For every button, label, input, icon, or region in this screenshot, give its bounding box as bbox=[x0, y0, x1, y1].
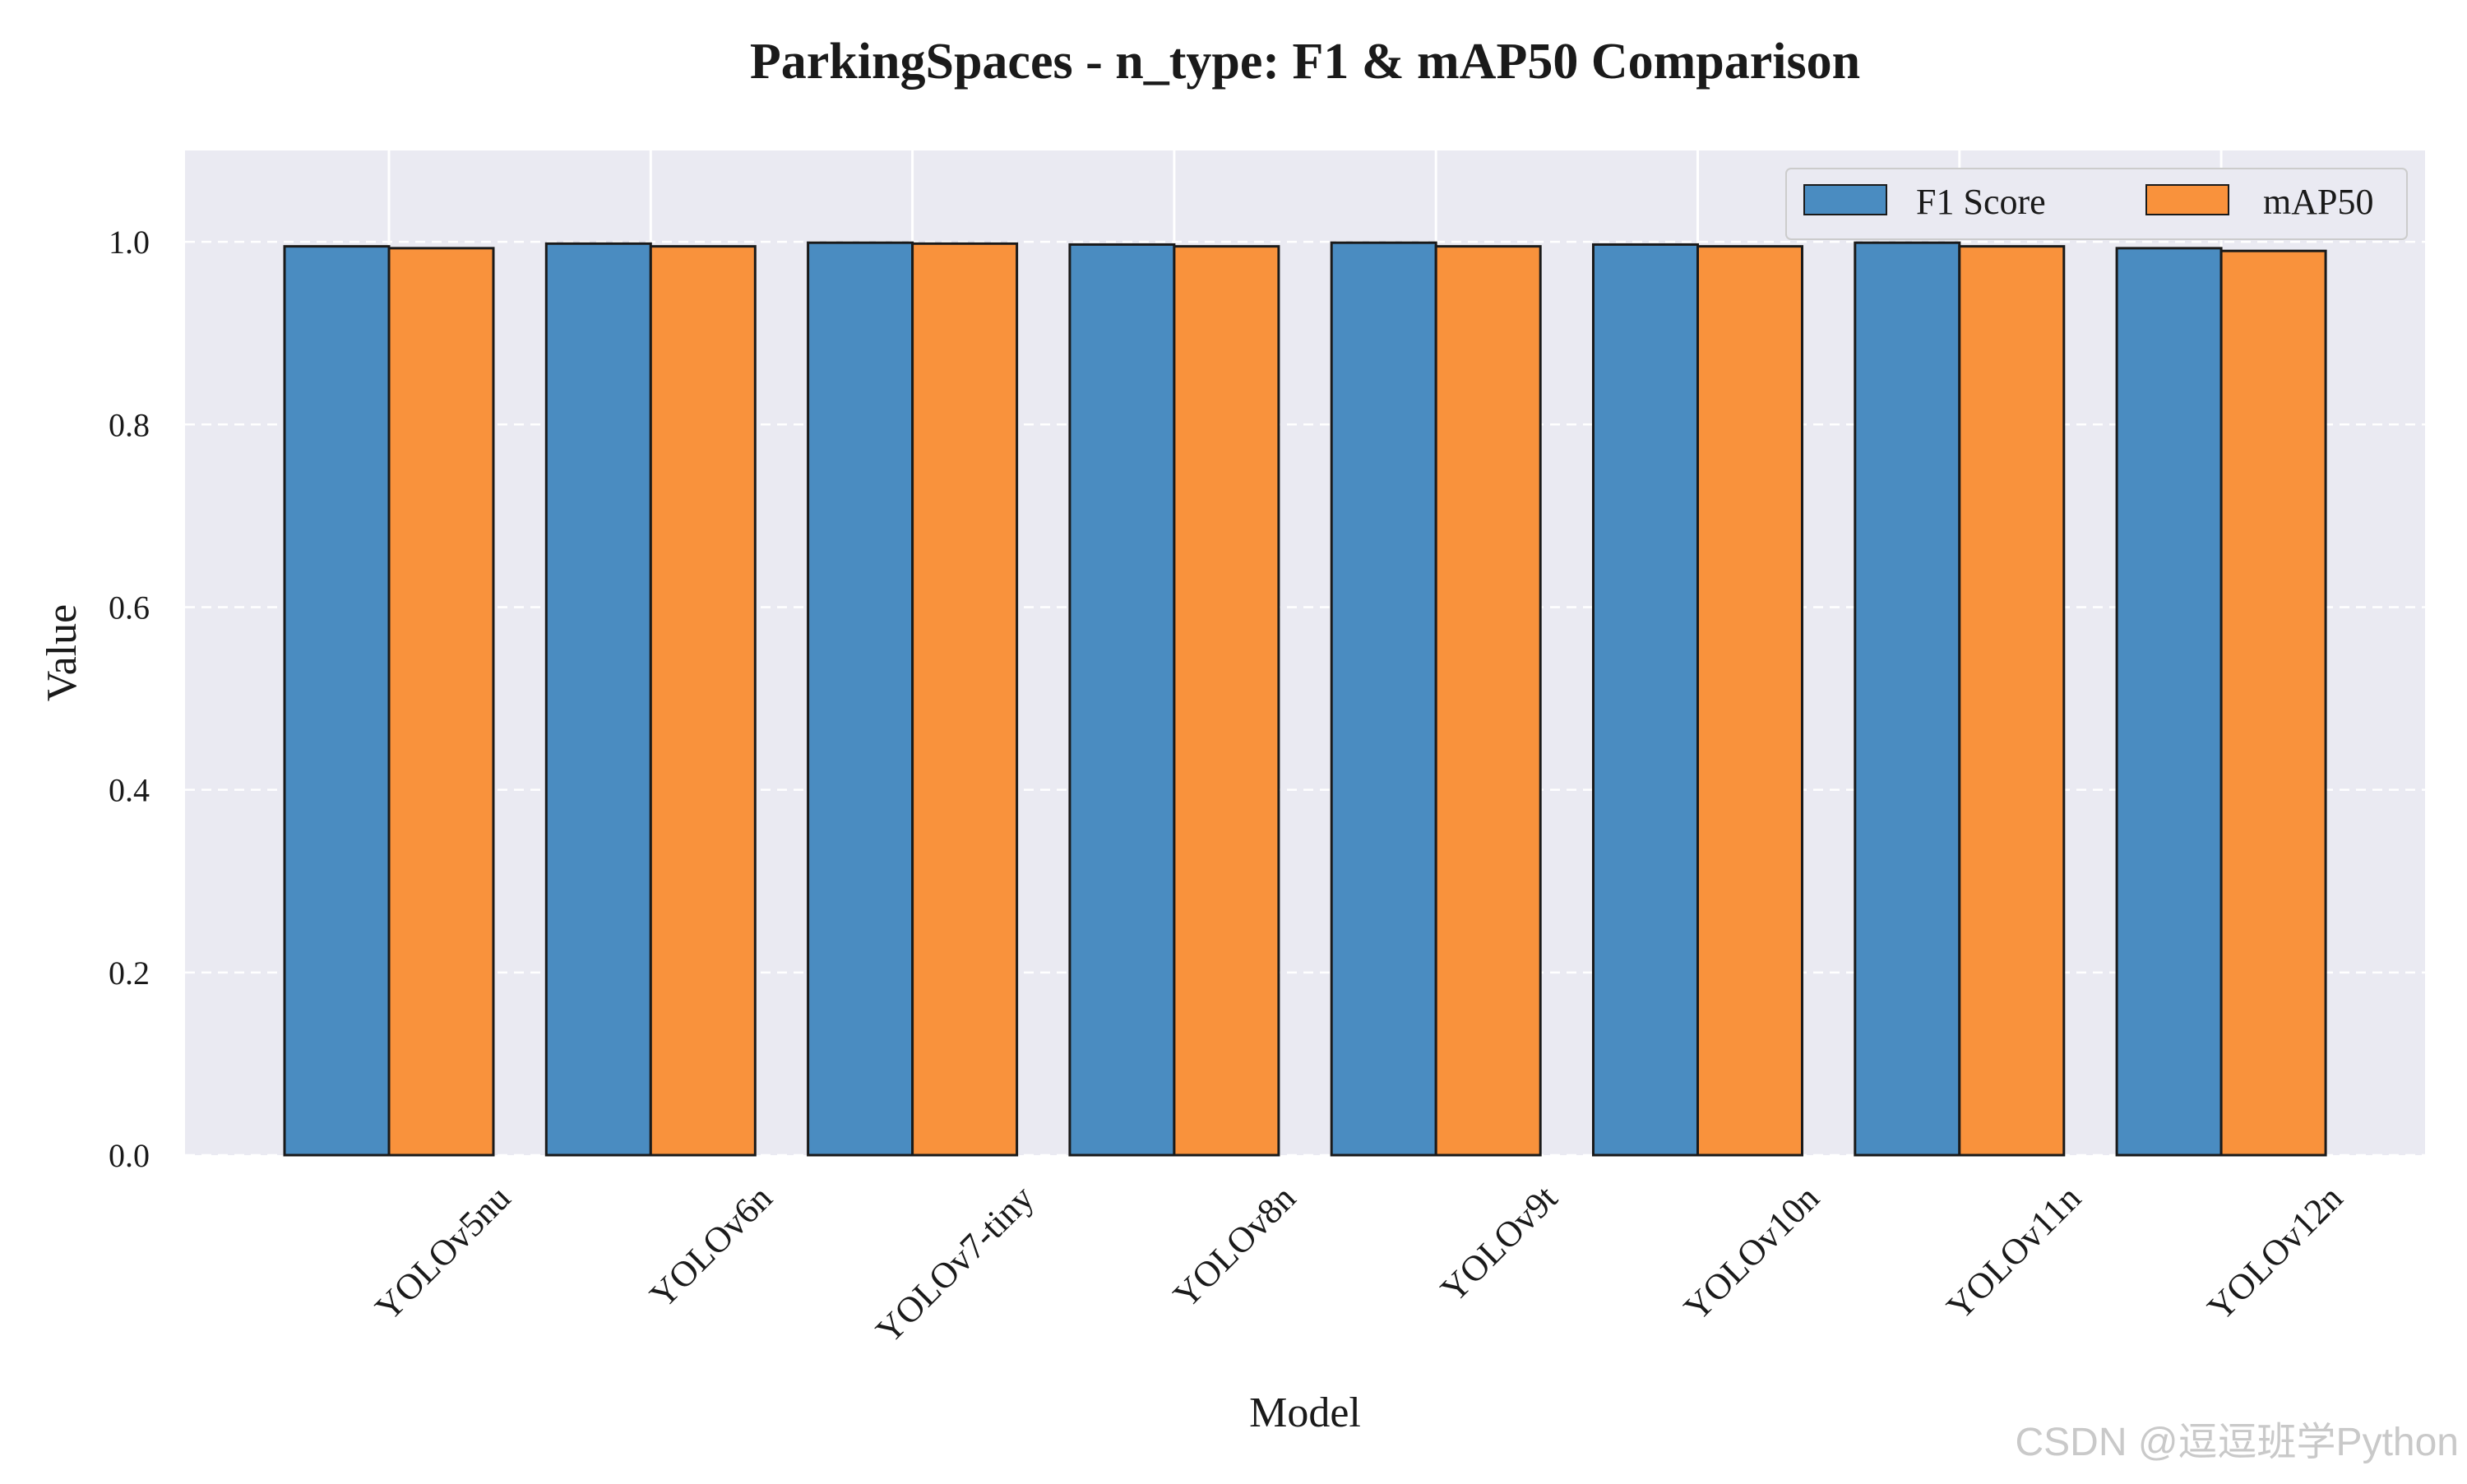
bar-map50-yolov9t bbox=[1434, 245, 1542, 1157]
bar-f1-score-yolov6n bbox=[544, 242, 652, 1157]
y-tick-label: 0.0 bbox=[109, 1137, 150, 1174]
bar-map50-yolov11n bbox=[1958, 245, 2066, 1157]
legend-label-map50: mAP50 bbox=[2263, 182, 2373, 222]
y-axis-ticks: 0.0 0.2 0.4 0.6 0.8 1.0 bbox=[109, 224, 150, 1174]
bar-map50-yolov12n bbox=[2219, 249, 2327, 1157]
legend-swatch-map50 bbox=[2145, 184, 2229, 215]
legend: F1 Score mAP50 bbox=[1785, 168, 2408, 240]
bar-f1-score-yolov11n bbox=[1854, 241, 1961, 1157]
x-axis-label: Model bbox=[1249, 1389, 1361, 1436]
legend-label-f1-score: F1 Score bbox=[1916, 182, 2046, 222]
y-tick-label: 1.0 bbox=[109, 224, 150, 261]
y-tick-label: 0.6 bbox=[109, 589, 150, 626]
bar-f1-score-yolov9t bbox=[1330, 241, 1437, 1157]
bars bbox=[283, 241, 2327, 1157]
chart-title: ParkingSpaces - n_type: F1 & mAP50 Compa… bbox=[750, 34, 1860, 90]
plot-area bbox=[185, 150, 2425, 1155]
bar-map50-yolov5nu bbox=[387, 247, 495, 1157]
bar-f1-score-yolov8n bbox=[1068, 243, 1176, 1157]
bar-f1-score-yolov10n bbox=[1592, 243, 1699, 1157]
bar-f1-score-yolov5nu bbox=[283, 245, 391, 1157]
bar-map50-yolov8n bbox=[1173, 245, 1280, 1157]
bar-map50-yolov6n bbox=[649, 245, 757, 1157]
watermark-text: CSDN @逗逗班学Python bbox=[2015, 1421, 2459, 1464]
y-axis-label: Value bbox=[39, 604, 86, 701]
bar-map50-yolov7-tiny bbox=[911, 242, 1019, 1157]
y-tick-label: 0.4 bbox=[109, 772, 150, 809]
bar-f1-score-yolov7-tiny bbox=[807, 241, 914, 1157]
y-tick-label: 0.2 bbox=[109, 955, 150, 992]
y-tick-label: 0.8 bbox=[109, 406, 150, 443]
bar-map50-yolov10n bbox=[1696, 245, 1803, 1157]
bar-f1-score-yolov12n bbox=[2115, 247, 2223, 1157]
legend-swatch-f1-score bbox=[1803, 184, 1887, 215]
legend-box bbox=[1785, 168, 2408, 240]
